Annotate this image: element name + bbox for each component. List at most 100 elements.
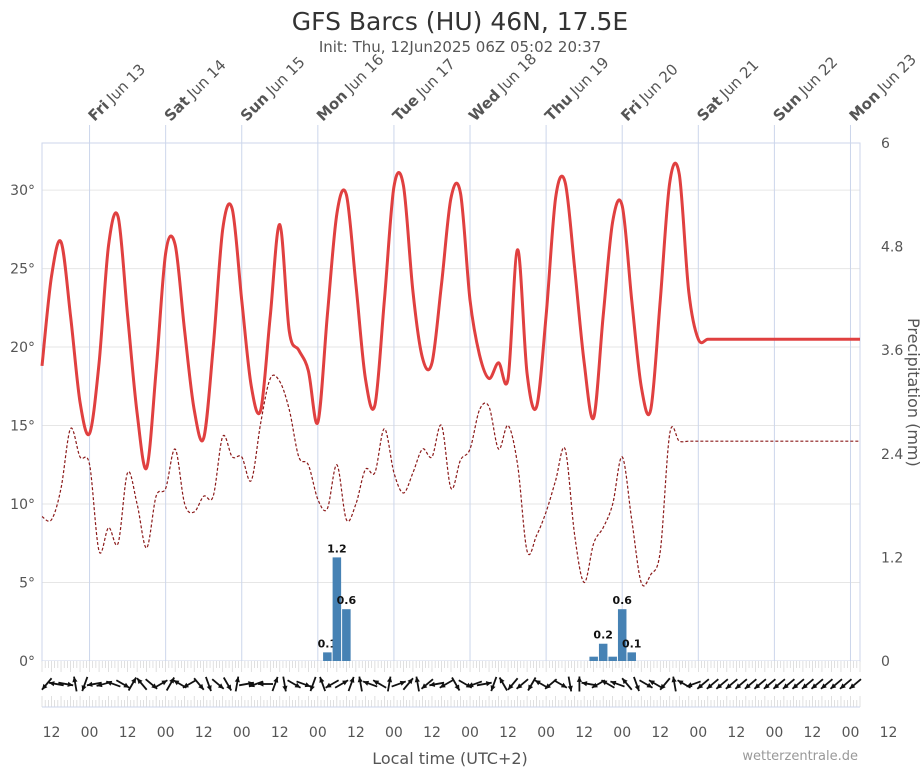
wind-arrow	[325, 679, 340, 689]
day-label-dow: Mon	[846, 87, 884, 125]
precip-bar	[608, 656, 617, 661]
wind-arrow-head	[792, 683, 799, 689]
wind-arrow	[567, 676, 573, 692]
day-label-dow: Sun	[769, 89, 804, 124]
wind-arrow-head	[72, 676, 78, 683]
wind-arrow-head	[581, 681, 588, 687]
wind-arrow	[127, 677, 137, 691]
wind-arrow-head	[363, 680, 370, 686]
wind-arrow	[153, 679, 168, 689]
wind-arrow	[734, 678, 748, 690]
day-label-dow: Sun	[237, 89, 272, 124]
day-label-date: Jun 19	[566, 53, 613, 100]
precip-bar	[323, 652, 332, 661]
wind-arrow	[633, 676, 640, 692]
wind-arrow	[372, 679, 387, 689]
wind-arrow	[439, 679, 454, 689]
day-label: MonJun 23	[846, 50, 920, 124]
wind-arrow	[476, 681, 492, 687]
y-tick-left: 20°	[10, 340, 35, 356]
wind-arrow	[744, 678, 757, 690]
wind-arrow	[386, 676, 393, 692]
wind-arrow-head	[421, 683, 428, 689]
wind-arrow	[357, 676, 363, 692]
wind-arrow	[490, 676, 498, 692]
wind-arrow-head	[610, 680, 617, 686]
wind-arrow	[801, 678, 815, 690]
day-label-date: Jun 15	[262, 53, 309, 100]
day-label: SunJun 22	[769, 53, 841, 125]
wind-arrow-head	[660, 683, 666, 690]
x-tick-label: 00	[537, 725, 555, 741]
wind-arrow	[696, 678, 710, 690]
day-label-date: Jun 23	[873, 50, 920, 97]
wind-arrow-head	[349, 676, 355, 683]
wind-arrow-head	[646, 682, 653, 688]
day-label: MonJun 16	[313, 50, 387, 124]
wind-arrow	[725, 678, 738, 690]
y-tick-left: 30°	[10, 183, 35, 199]
day-label-dow: Mon	[313, 87, 351, 125]
wind-arrow	[238, 681, 255, 687]
wind-arrow	[772, 678, 786, 690]
wind-arrow-head	[414, 676, 420, 683]
wind-arrow	[763, 678, 776, 690]
wind-arrow	[553, 679, 568, 689]
wind-arrow-head	[744, 683, 751, 689]
wind-arrow	[671, 676, 677, 692]
wind-arrow	[271, 676, 279, 692]
day-label: FriJun 20	[617, 60, 681, 124]
wind-arrow-head	[706, 683, 713, 689]
day-label-dow: Tue	[389, 91, 423, 125]
day-label: SatJun 14	[161, 56, 230, 125]
wind-arrow-head	[182, 682, 189, 688]
x-tick-label: 00	[385, 725, 403, 741]
wind-arrow-head	[41, 683, 48, 690]
precip-bar-label: 0.1	[622, 637, 642, 650]
wind-arrow	[182, 679, 197, 689]
y-tick-left: 0°	[19, 654, 35, 670]
x-tick-label: 12	[347, 725, 365, 741]
wind-arrow-head	[48, 681, 55, 687]
wind-arrow-head	[304, 682, 311, 688]
y-tick-right: 1.2	[881, 550, 903, 566]
wind-arrow-head	[173, 680, 180, 686]
wind-arrow	[791, 678, 805, 690]
wind-arrow	[258, 681, 274, 687]
precip-bar	[617, 609, 627, 661]
wind-arrow	[347, 676, 355, 692]
wind-arrow-head	[67, 681, 74, 687]
y-axis-right-title: Precipitation (mm)	[904, 318, 921, 467]
wind-arrow	[248, 680, 264, 688]
precip-bar-label: 0.6	[337, 594, 357, 607]
wind-arrow-head	[716, 683, 723, 689]
wind-arrow-head	[467, 682, 474, 688]
wind-arrow-head	[399, 680, 406, 686]
wind-arrow	[234, 676, 240, 692]
day-label-dow: Sat	[693, 92, 726, 125]
wind-arrow	[287, 679, 302, 689]
wind-arrow-head	[217, 683, 224, 689]
wind-arrow-head	[485, 681, 492, 687]
day-label-date: Jun 18	[493, 50, 540, 97]
wind-arrow-head	[282, 685, 288, 692]
x-tick-label: 12	[880, 725, 898, 741]
wind-arrow	[498, 677, 508, 691]
plot-border	[41, 142, 861, 662]
wind-arrow-head	[137, 678, 143, 685]
wind-arrow-head	[86, 681, 93, 687]
precip-bar-label: 0.2	[593, 629, 613, 642]
wind-arrow	[222, 677, 233, 691]
wind-arrow	[839, 678, 853, 690]
x-tick-label: 00	[233, 725, 251, 741]
wind-arrow	[296, 680, 311, 688]
wind-arrow	[211, 678, 225, 690]
wind-arrow	[659, 677, 671, 691]
y-tick-left: 10°	[10, 497, 35, 513]
wind-arrow-head	[81, 685, 87, 692]
wind-arrow	[648, 679, 663, 689]
wind-arrow-head	[811, 683, 818, 689]
wind-arrow	[41, 677, 53, 691]
wind-arrow	[782, 678, 795, 690]
wind-arrow-head	[649, 680, 655, 686]
